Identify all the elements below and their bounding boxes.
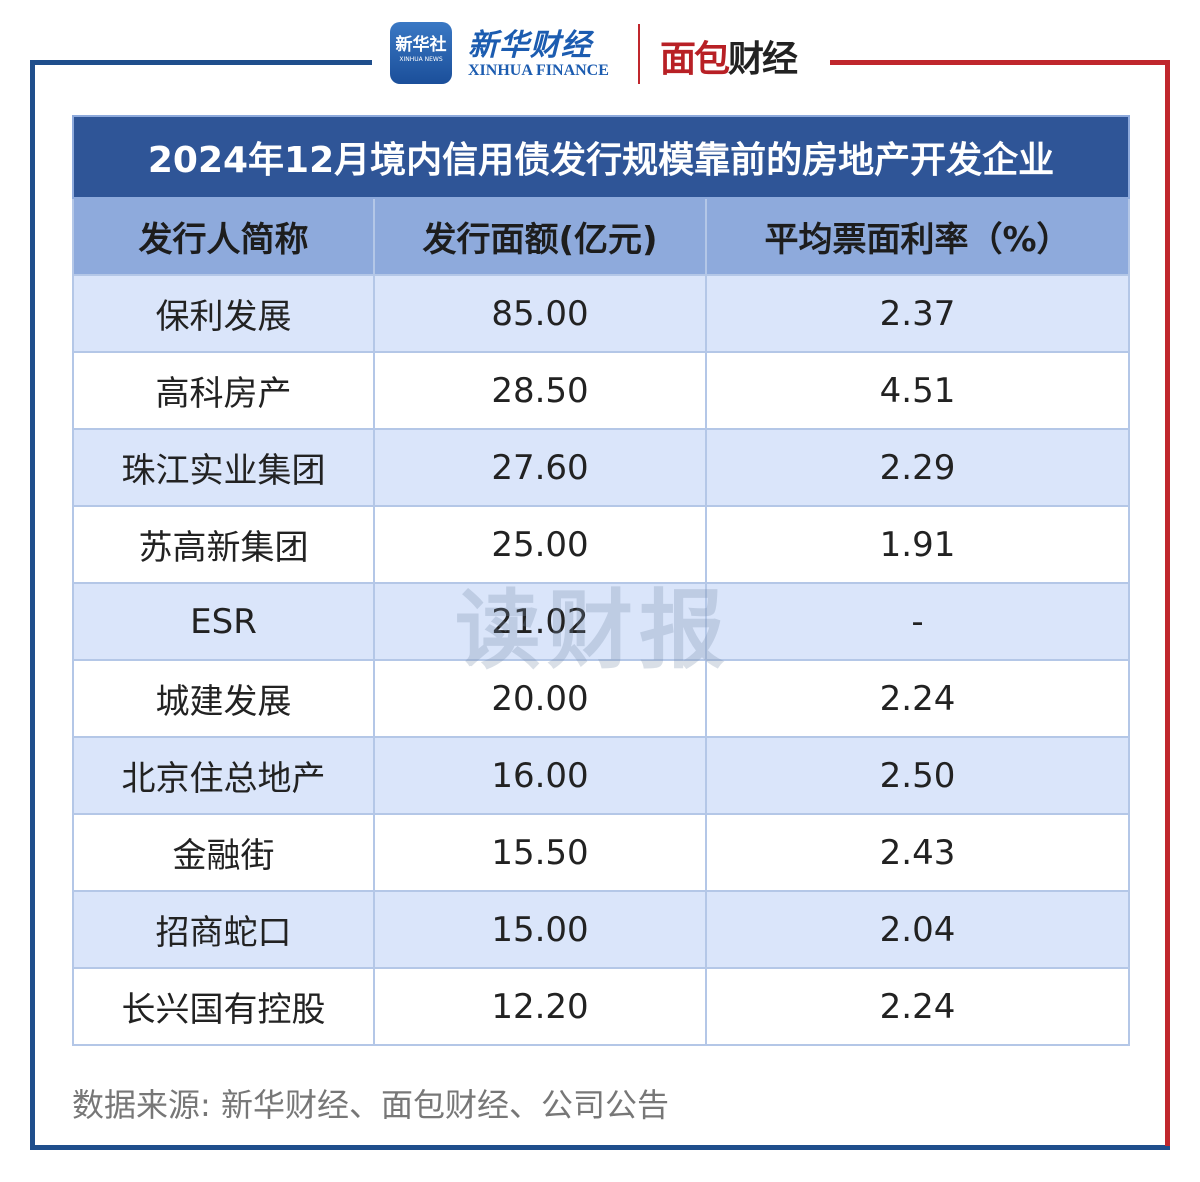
issuer-cell: ESR: [72, 582, 375, 661]
logo-bar: 新华社 XINHUA NEWS 新华财经 XINHUA FINANCE 面包财经: [390, 20, 820, 84]
frame-top-right: [830, 60, 1170, 65]
column-header: 发行面额(亿元): [373, 197, 707, 276]
issuer-cell: 苏高新集团: [72, 505, 375, 584]
rate-cell: 4.51: [704, 351, 1131, 430]
amount-cell: 12.20: [373, 967, 707, 1046]
amount-cell: 85.00: [373, 274, 707, 353]
column-header: 平均票面利率（%）: [704, 197, 1131, 276]
table-row: 城建发展 20.00 2.24: [72, 659, 1131, 738]
issuer-cell: 保利发展: [72, 274, 375, 353]
amount-cell: 16.00: [373, 736, 707, 815]
table-row: 长兴国有控股 12.20 2.24: [72, 967, 1131, 1046]
table-row: 北京住总地产 16.00 2.50: [72, 736, 1131, 815]
rate-cell: 2.37: [704, 274, 1131, 353]
table-row: 高科房产 28.50 4.51: [72, 351, 1131, 430]
issuer-cell: 招商蛇口: [72, 890, 375, 969]
logo-divider: [638, 24, 640, 84]
frame-right: [1165, 60, 1170, 1146]
issuer-cell: 长兴国有控股: [72, 967, 375, 1046]
column-header: 发行人简称: [72, 197, 375, 276]
table-title: 2024年12月境内信用债发行规模靠前的房地产开发企业: [71, 115, 1131, 199]
rate-cell: 2.50: [704, 736, 1131, 815]
xinhua-app-text: 新华社: [395, 35, 447, 55]
amount-cell: 28.50: [373, 351, 707, 430]
xinhua-app-subtext: XINHUA NEWS: [399, 56, 443, 63]
table-row: ESR 21.02-: [72, 582, 1131, 661]
issuer-cell: 高科房产: [72, 351, 375, 430]
mianbao-text: 面包: [660, 39, 730, 80]
amount-cell: 20.00: [373, 659, 707, 738]
amount-cell: 15.00: [373, 890, 707, 969]
table-row: 苏高新集团 25.00 1.91: [72, 505, 1131, 584]
rate-cell: 2.29: [704, 428, 1131, 507]
rate-cell: 2.24: [704, 967, 1131, 1046]
frame-left: [30, 60, 35, 1150]
rate-cell: -: [704, 582, 1131, 661]
amount-cell: 27.60: [373, 428, 707, 507]
rate-cell: 2.04: [704, 890, 1131, 969]
rate-cell: 1.91: [704, 505, 1131, 584]
watermark: 读财报: [455, 581, 731, 681]
data-table: 2024年12月境内信用债发行规模靠前的房地产开发企业 发行人简称 发行面额(亿元…: [71, 115, 1131, 1046]
table-row: 金融街 15.50 2.43: [72, 813, 1131, 892]
issuer-cell: 珠江实业集团: [72, 428, 375, 507]
xinhua-finance-text: 新华财经: [468, 28, 592, 63]
amount-cell: 21.02: [373, 582, 707, 661]
xinhua-finance-en: XINHUA FINANCE: [468, 62, 609, 79]
issuer-cell: 城建发展: [72, 659, 375, 738]
frame-top-left: [30, 60, 372, 65]
mianbao-text-b: 财经: [728, 39, 798, 80]
xinhua-finance-logo: 新华财经 XINHUA FINANCE: [468, 20, 609, 80]
rate-cell: 2.24: [704, 659, 1131, 738]
table-row: 保利发展 85.00 2.37: [72, 274, 1131, 353]
rate-cell: 2.43: [704, 813, 1131, 892]
amount-cell: 15.50: [373, 813, 707, 892]
frame-bottom: [30, 1145, 1170, 1150]
issuer-cell: 金融街: [72, 813, 375, 892]
amount-cell: 25.00: [373, 505, 707, 584]
table-row: 珠江实业集团 27.60 2.29: [72, 428, 1131, 507]
table-row: 招商蛇口 15.00 2.04: [72, 890, 1131, 969]
issuer-cell: 北京住总地产: [72, 736, 375, 815]
mianbao-logo: 面包财经: [660, 30, 798, 82]
source-note: 数据来源: 新华财经、面包财经、公司公告: [72, 1086, 669, 1124]
xinhua-news-logo: 新华社 XINHUA NEWS: [390, 22, 452, 84]
